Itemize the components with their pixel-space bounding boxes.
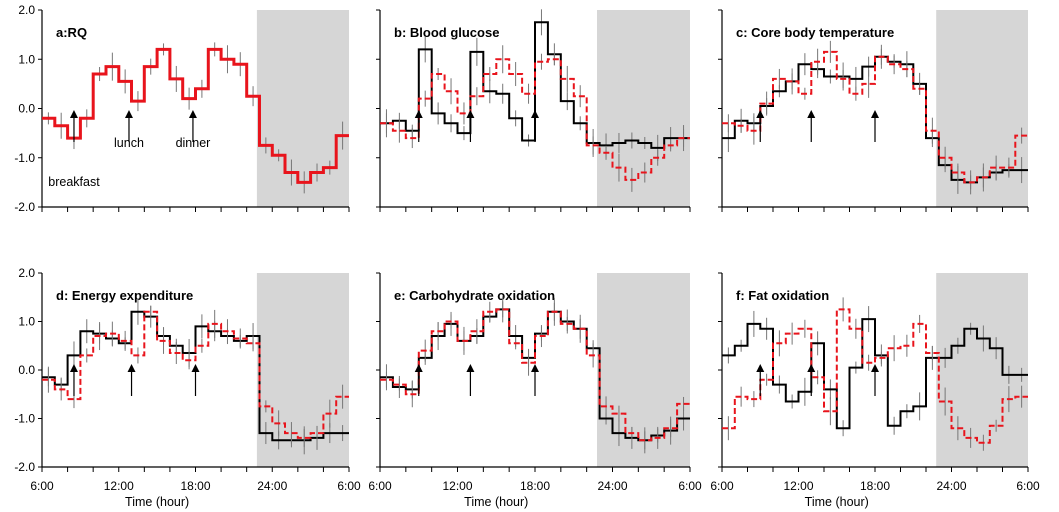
series-line [380, 58, 690, 181]
meal-arrowhead [756, 110, 765, 118]
panel-title: f: Fat oxidation [736, 288, 829, 303]
meal-arrowhead [127, 364, 136, 372]
x-tick-label: 24:00 [597, 479, 627, 493]
y-tick-label: 0.0 [18, 363, 35, 377]
x-tick-label: 6:00 [30, 479, 54, 493]
x-axis-label: Time (hour) [464, 495, 528, 509]
y-tick-label: 0.0 [18, 102, 35, 116]
series-red [380, 45, 690, 192]
series-red [722, 297, 1028, 451]
x-tick-label: 6:00 [368, 479, 392, 493]
meal-arrowhead [871, 110, 879, 118]
panel-e: 6:00 12:00 18:00 24:00 6:00 Time (hour) e: Car… [368, 272, 702, 509]
panel-title: a:RQ [56, 25, 87, 40]
series-red [42, 42, 349, 194]
x-tick-label: 12:00 [442, 479, 472, 493]
x-tick-label: 18:00 [520, 479, 550, 493]
meal-arrowhead [871, 364, 879, 372]
series-line [42, 310, 349, 442]
x-tick-label: 6:00 [710, 479, 734, 493]
meal-arrowhead [756, 364, 765, 372]
meal-arrowhead [466, 364, 475, 372]
series-red [42, 305, 349, 447]
x-tick-label: 6:00 [678, 479, 702, 493]
panel-c: c: Core body temperature [718, 9, 1029, 212]
x-tick-label: 18:00 [180, 479, 210, 493]
meal-arrowhead [124, 110, 133, 118]
series-red [722, 40, 1028, 192]
series-line [722, 50, 1028, 184]
x-axis-label: Time (hour) [805, 495, 869, 509]
y-tick-label: 2.0 [18, 266, 35, 280]
meal-arrowhead [414, 364, 423, 372]
meal-arrowhead [69, 364, 78, 372]
panel-title: d: Energy expenditure [56, 288, 193, 303]
meal-arrowhead [807, 110, 816, 118]
series-line [380, 308, 690, 442]
panel-title: b: Blood glucose [394, 25, 499, 40]
meal-arrowhead [466, 110, 475, 118]
meal-arrowhead [191, 364, 200, 372]
y-tick-label: 1.0 [18, 315, 35, 329]
y-tick-label: -2.0 [14, 460, 35, 474]
meal-arrowhead [807, 364, 816, 372]
x-tick-label: 12:00 [783, 479, 813, 493]
meal-arrowhead [414, 110, 423, 118]
panel-d: 2.0 1.0 0.0 -1.0 -2.0 6:00 12:00 18:00 24:00 6:00… [14, 266, 361, 509]
panel-a: 2.0 1.0 0.0 -1.0 -2.0 a:RQ breakfast lunch dinne… [14, 3, 350, 214]
series-line [722, 308, 1028, 444]
x-tick-label: 6:00 [1016, 479, 1040, 493]
night-shade [936, 273, 1028, 467]
meal-arrowhead [531, 364, 539, 372]
y-tick-label: 2.0 [18, 3, 35, 17]
panel-title: e: Carbohydrate oxidation [394, 288, 555, 303]
night-shade [597, 273, 690, 467]
panel-b: b: Blood glucose [376, 9, 691, 212]
y-tick-label: -1.0 [14, 412, 35, 426]
night-shade [256, 273, 349, 467]
x-tick-label: 24:00 [257, 479, 287, 493]
annotation-breakfast: breakfast [48, 175, 100, 189]
series-red [380, 301, 690, 454]
annotation-lunch: lunch [114, 136, 144, 150]
x-tick-label: 18:00 [860, 479, 890, 493]
night-shade [256, 10, 349, 207]
meal-arrowhead [188, 110, 197, 118]
annotation-dinner: dinner [176, 136, 211, 150]
series-line [42, 47, 349, 184]
panel-title: c: Core body temperature [736, 25, 894, 40]
meal-arrowhead [531, 110, 539, 118]
series-line [42, 310, 349, 439]
x-tick-label: 6:00 [337, 479, 361, 493]
x-tick-label: 24:00 [936, 479, 966, 493]
y-tick-label: -1.0 [14, 151, 35, 165]
x-tick-label: 12:00 [104, 479, 134, 493]
y-tick-label: -2.0 [14, 200, 35, 214]
y-tick-label: 1.0 [18, 52, 35, 66]
night-shade [597, 10, 690, 207]
meal-arrowhead [69, 110, 78, 118]
x-axis-label: Time (hour) [125, 495, 189, 509]
panel-f: 6:00 12:00 18:00 24:00 6:00 Time (hour) f: Fat… [710, 272, 1040, 509]
